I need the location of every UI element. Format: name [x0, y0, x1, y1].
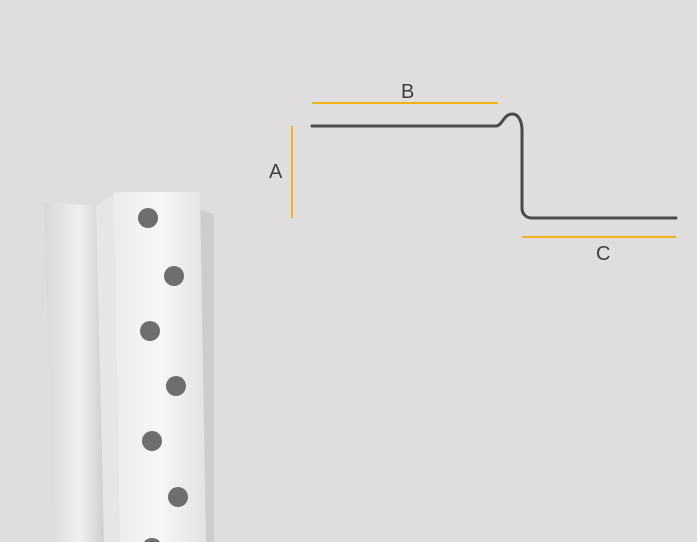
- perforated-strip-image: [44, 192, 214, 542]
- strip-hole: [166, 376, 186, 396]
- dimension-label-c: C: [596, 243, 610, 265]
- strip-hole: [142, 431, 162, 451]
- strip-hole: [140, 321, 160, 341]
- strip-face: [114, 192, 206, 542]
- dimension-label-a: A: [269, 161, 283, 183]
- strip-hole: [164, 266, 184, 286]
- dimension-label-b: B: [401, 81, 414, 103]
- strip-hole: [168, 487, 188, 507]
- strip-left-flange: [44, 202, 104, 542]
- strip-hole: [144, 538, 160, 542]
- profile-line: [310, 112, 678, 220]
- strip-fold: [96, 192, 120, 542]
- strip-hole: [138, 208, 158, 228]
